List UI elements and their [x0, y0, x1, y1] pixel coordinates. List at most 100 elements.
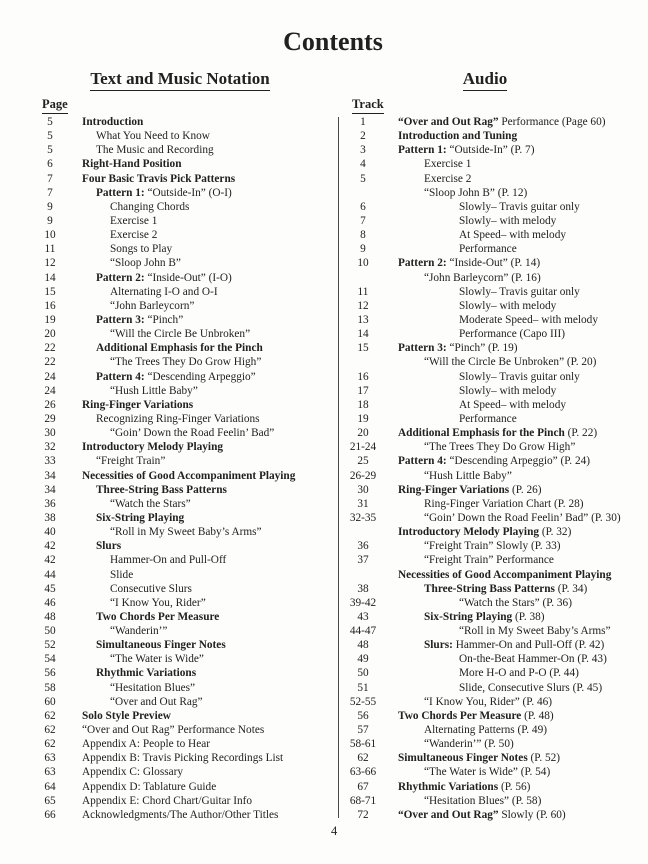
toc-row: “Will the Circle Be Unbroken” (P. 20)	[340, 355, 648, 369]
toc-row: 36 “Freight Train” Slowly (P. 33)	[340, 539, 648, 553]
toc-entry-title: “Over and Out Rag” Performance (Page 60)	[398, 116, 606, 128]
toc-entry-title: “The Water is Wide”	[110, 653, 204, 666]
toc-row: 62 Simultaneous Finger Notes (P. 52)	[340, 751, 648, 765]
track-number: 51	[357, 681, 369, 694]
track-number: 18	[357, 398, 369, 411]
toc-entry-title: Slowly– with melody	[459, 214, 557, 227]
toc-entry-title: Appendix A: People to Hear	[82, 738, 211, 751]
toc-entry-title: Pattern 3: “Pinch” (P. 19)	[398, 342, 518, 355]
toc-entry-title: Exercise 2	[110, 229, 158, 242]
toc-row: 19 Performance	[340, 412, 648, 426]
track-number: 56	[357, 709, 369, 722]
toc-entry-title: “Wanderin’” (P. 50)	[424, 738, 514, 751]
toc-row: 9 Exercise 1	[30, 214, 338, 228]
toc-row: 7 Four Basic Travis Pick Patterns	[30, 172, 338, 186]
toc-row: 48 Two Chords Per Measure	[30, 610, 338, 624]
track-number: 14	[357, 328, 369, 341]
toc-row: 52 Simultaneous Finger Notes	[30, 638, 338, 652]
toc-entry-title: What You Need to Know	[96, 130, 210, 143]
toc-row: 34 Necessities of Good Accompaniment Play…	[30, 469, 338, 483]
toc-row: 32-35 “Goin’ Down the Road Feelin’ Bad” (…	[340, 511, 648, 525]
toc-row: 45 Consecutive Slurs	[30, 582, 338, 596]
toc-row: 30 “Goin’ Down the Road Feelin’ Bad”	[30, 426, 338, 440]
toc-row: 42 Hammer-On and Pull-Off	[30, 553, 338, 567]
page-number: 6	[47, 158, 53, 171]
track-number: 49	[357, 653, 369, 666]
toc-entry-title: “Freight Train” Performance	[424, 554, 554, 567]
page-number: 63	[44, 766, 56, 779]
track-number: 8	[360, 229, 366, 242]
toc-row: 58-61 “Wanderin’” (P. 50)	[340, 737, 648, 751]
track-number: 36	[357, 540, 369, 553]
toc-row: 22 “The Trees They Do Grow High”	[30, 355, 338, 369]
page-number: 19	[44, 313, 56, 326]
toc-row: 32 Introductory Melody Playing	[30, 440, 338, 454]
toc-row: 44 Slide	[30, 568, 338, 582]
page-number: 11	[44, 243, 56, 256]
toc-entry-title: Introductory Melody Playing	[82, 441, 224, 454]
track-number: 21-24	[349, 441, 377, 454]
toc-row: 52-55 “I Know You, Rider” (P. 46)	[340, 695, 648, 709]
toc-row: 65 Appendix E: Chord Chart/Guitar Info	[30, 794, 338, 808]
toc-entry-title: “Sloop John B”	[110, 257, 181, 270]
track-number: 58-61	[349, 738, 377, 751]
toc-entry-title: “Hush Little Baby”	[110, 384, 198, 397]
toc-entry-title: Performance	[459, 412, 517, 425]
toc-entry-title: Songs to Play	[110, 243, 173, 256]
toc-row: 49 On-the-Beat Hammer-On (P. 43)	[340, 652, 648, 666]
toc-entry-title: Performance (Capo III)	[459, 328, 566, 341]
page-number: 24	[44, 384, 56, 397]
toc-row: 10 Exercise 2	[30, 228, 338, 242]
toc-row: 5 What You Need to Know	[30, 129, 338, 143]
toc-entry-title: Rhythmic Variations (P. 56)	[398, 780, 531, 793]
page-number: 34	[44, 469, 56, 482]
page-number: 66	[44, 808, 56, 821]
toc-entry-title: “Wanderin’”	[110, 625, 168, 638]
toc-entry-title: Solo Style Preview	[82, 709, 171, 722]
toc-row: 30 Ring-Finger Variations (P. 26)	[340, 483, 648, 497]
page-number: 56	[44, 667, 56, 680]
page-number: 7	[47, 186, 53, 199]
page-number: 16	[44, 299, 56, 312]
track-number: 2	[360, 130, 366, 143]
toc-entry-title: Pattern 4: “Descending Arpeggio” (P. 24)	[398, 455, 590, 468]
toc-entry-title: “Over and Out Rag”	[110, 695, 203, 708]
track-number: 19	[357, 412, 369, 425]
toc-row: 37 “Freight Train” Performance	[340, 553, 648, 567]
toc-entry-title: Changing Chords	[110, 200, 190, 213]
toc-row: Introductory Melody Playing (P. 32)	[340, 525, 648, 539]
track-number: 16	[357, 370, 369, 383]
toc-entry-title: Necessities of Good Accompaniment Playin…	[398, 568, 612, 581]
toc-entry-title: More H-O and P-O (P. 44)	[459, 667, 579, 680]
toc-entry-title: “Roll in My Sweet Baby’s Arms”	[459, 625, 611, 638]
page-number: 22	[44, 356, 56, 369]
track-number: 7	[360, 214, 366, 227]
toc-row: 12 “Sloop John B”	[30, 256, 338, 270]
page-number: 45	[44, 582, 56, 595]
track-number: 17	[357, 384, 369, 397]
toc-row: 7 Slowly– with melody	[340, 214, 648, 228]
toc-row: “Sloop John B” (P. 12)	[340, 186, 648, 200]
page-number: 12	[44, 257, 56, 270]
page-number: 5	[47, 116, 53, 128]
toc-row: 9 Changing Chords	[30, 200, 338, 214]
page-number: 40	[44, 526, 56, 539]
toc-row: 20 Additional Emphasis for the Pinch (P. …	[340, 426, 648, 440]
toc-entry-title: “Over and Out Rag” Slowly (P. 60)	[398, 808, 566, 821]
track-number: 10	[357, 257, 369, 270]
toc-row: Necessities of Good Accompaniment Playin…	[340, 568, 648, 582]
toc-row: 5 Exercise 2	[340, 172, 648, 186]
audio-heading-label: Audio	[462, 69, 508, 91]
track-number: 25	[357, 455, 369, 468]
page-number: 64	[44, 780, 56, 793]
toc-entry-title: Rhythmic Variations	[96, 667, 197, 680]
toc-entry-title: Slowly– Travis guitar only	[459, 200, 580, 213]
page-number: 36	[44, 497, 56, 510]
page-number: 60	[44, 695, 56, 708]
toc-entry-title: Necessities of Good Accompaniment Playin…	[82, 469, 296, 482]
column-divider-line	[338, 117, 339, 818]
toc-row: 63 Appendix C: Glossary	[30, 765, 338, 779]
page-number: 26	[44, 398, 56, 411]
toc-entry-title: Introduction	[82, 116, 144, 128]
toc-entry-title: “Watch the Stars” (P. 36)	[459, 596, 572, 609]
